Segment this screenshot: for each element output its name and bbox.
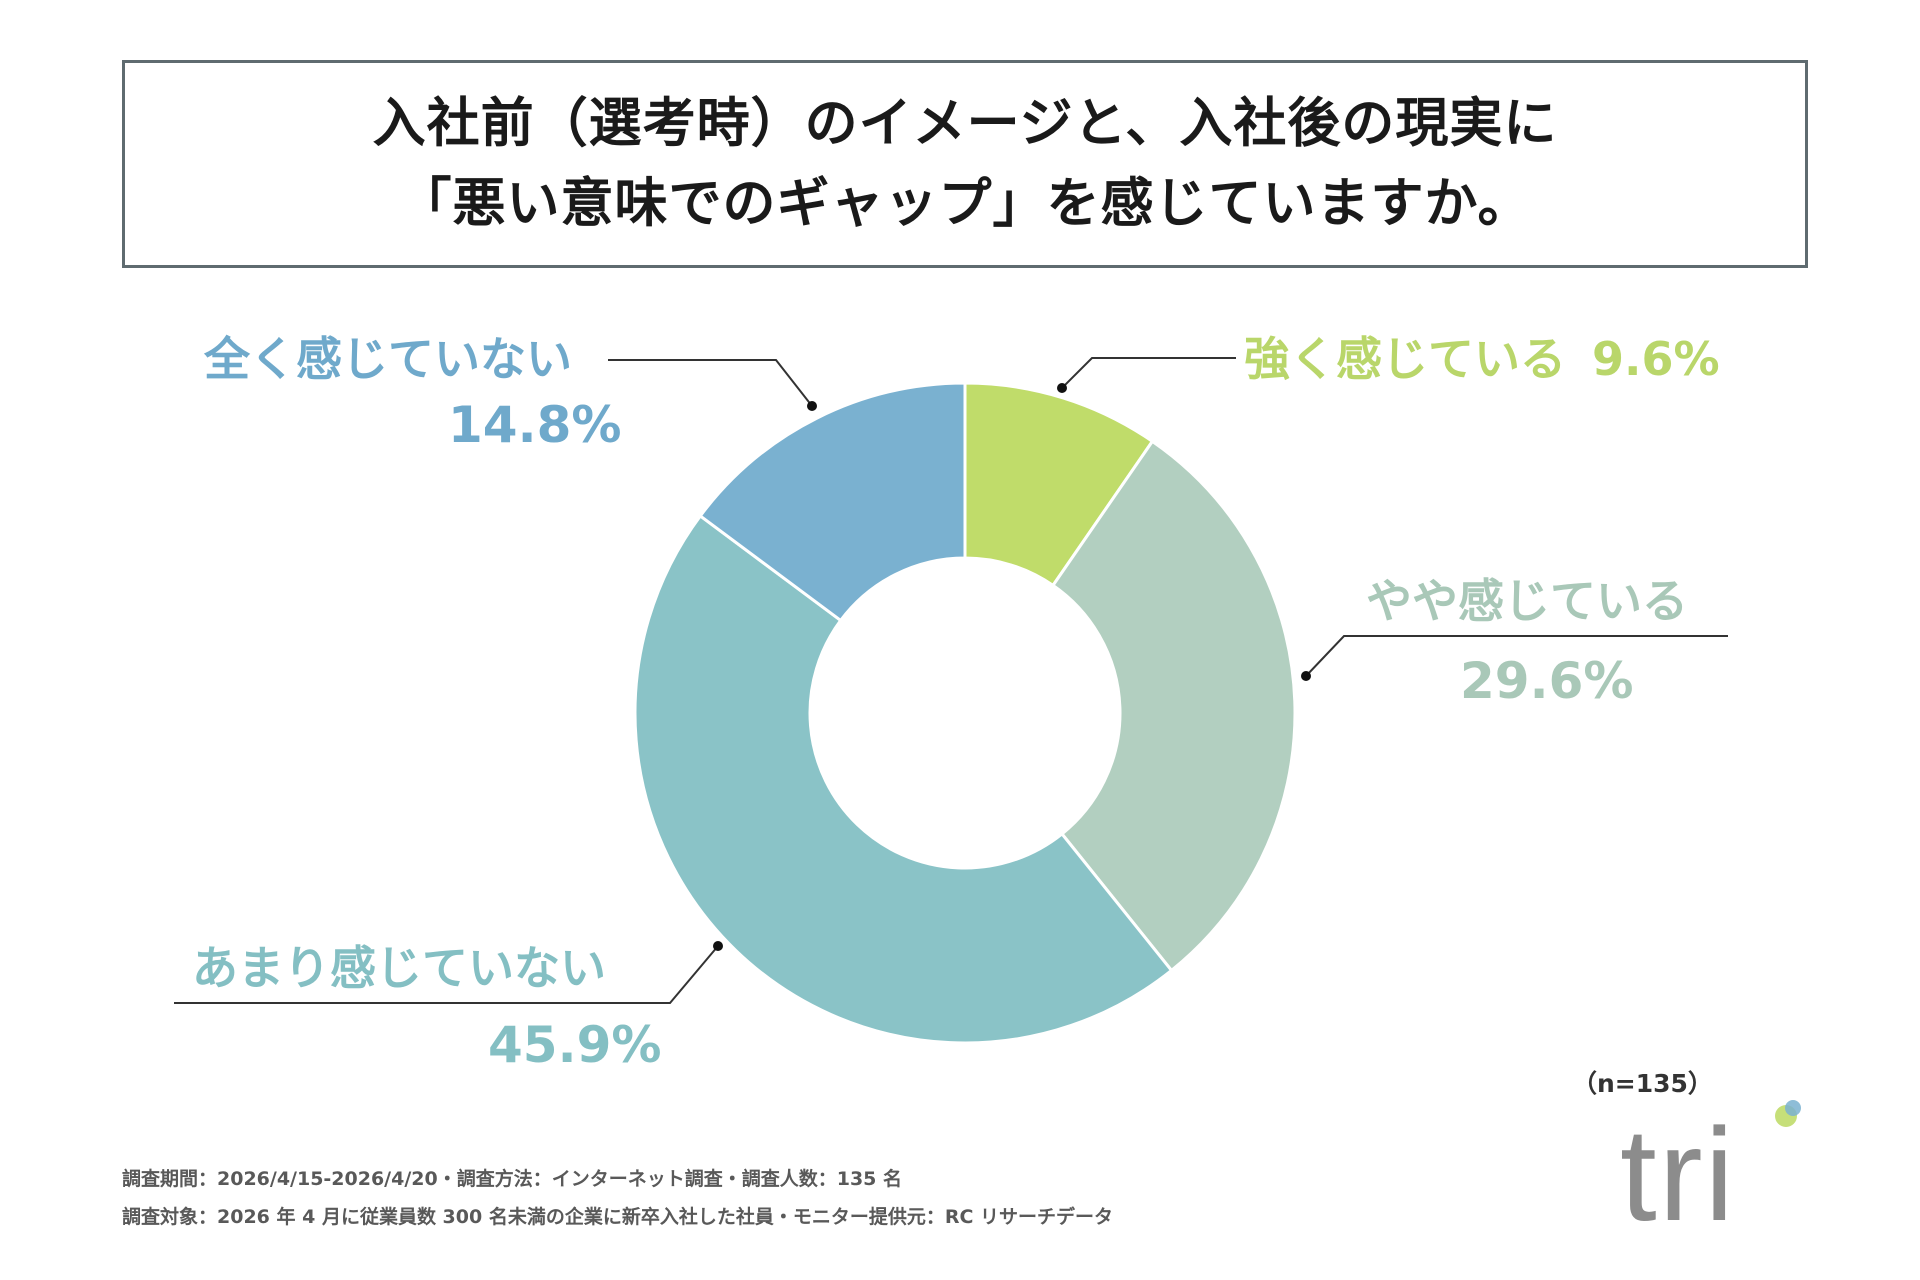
title-box: 入社前（選考時）のイメージと、入社後の現実に 「悪い意味でのギャップ」を感じてい… <box>122 60 1808 268</box>
label-strong: 強く感じている 9.6% <box>1244 336 1720 382</box>
label-notmuch-value: 45.9% <box>488 1016 662 1074</box>
leader-line-notatall <box>608 359 813 407</box>
label-strong-value: 9.6% <box>1592 332 1720 386</box>
leader-dot-notmuch <box>713 941 723 951</box>
leader-lines <box>174 357 1728 1004</box>
leader-line-strong <box>1061 357 1236 389</box>
title-line-1: 入社前（選考時）のイメージと、入社後の現実に <box>372 93 1558 154</box>
label-notatall-value: 14.8% <box>448 396 622 454</box>
logo-dot-blue <box>1785 1100 1801 1116</box>
footer-line-1: 調査期間：2026/4/15-2026/4/20・調査方法：インターネット調査・… <box>122 1168 903 1190</box>
slice-notmuch <box>633 513 1174 1045</box>
tri-logo: tri <box>1620 1100 1801 1226</box>
label-strong-name: 強く感じている <box>1244 332 1566 386</box>
title-line-2: 「悪い意味でのギャップ」を感じていますか。 <box>398 173 1532 234</box>
logo-text: tri <box>1620 1101 1736 1226</box>
sample-size-note: （n=135） <box>1572 1069 1713 1098</box>
slice-notatall <box>698 381 967 623</box>
label-somewhat-name: やや感じている <box>1366 574 1688 628</box>
leader-dot-strong <box>1057 383 1067 393</box>
footer-line-2: 調査対象：2026 年 4 月に従業員数 300 名未満の企業に新卒入社した社員… <box>122 1206 1114 1228</box>
leader-line-notmuch <box>174 945 719 1004</box>
donut-slices <box>633 381 1297 1045</box>
leader-dot-notatall <box>807 401 817 411</box>
slice-somewhat <box>1050 439 1297 973</box>
leader-dot-somewhat <box>1301 671 1311 681</box>
label-notatall-name: 全く感じていない <box>204 332 572 386</box>
leader-line-somewhat <box>1305 635 1728 677</box>
label-somewhat-value: 29.6% <box>1460 652 1634 710</box>
label-notmuch-name: あまり感じていない <box>192 941 606 995</box>
